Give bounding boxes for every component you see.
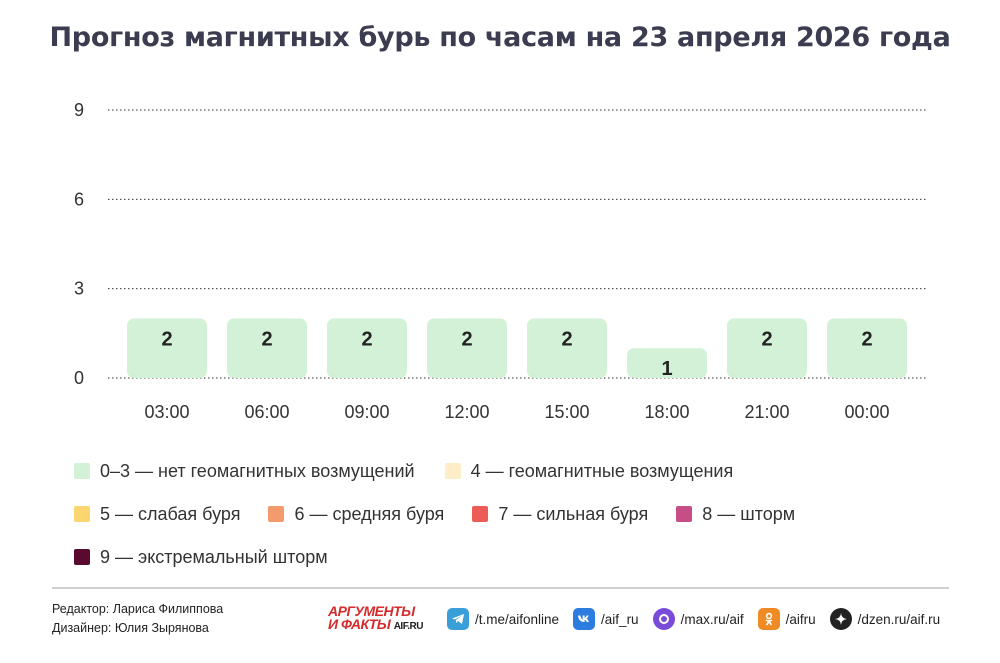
social-label: /aif_ru — [601, 611, 639, 627]
social-links: /t.me/aifonline /aif_ru /max.ru/aif /aif… — [447, 607, 940, 631]
max-icon — [652, 608, 675, 630]
data-label: 2 — [361, 328, 372, 350]
social-link-max[interactable]: /max.ru/aif — [652, 608, 744, 630]
data-label: 1 — [661, 358, 672, 380]
legend-item: 8 — шторм — [676, 504, 795, 525]
x-tick-label: 03:00 — [144, 402, 189, 422]
legend-item: 6 — средняя буря — [268, 504, 444, 525]
ok-icon — [757, 608, 780, 630]
legend-label: 4 — геомагнитные возмущения — [470, 460, 734, 481]
legend-row: 9 — экстремальный шторм — [74, 546, 974, 568]
x-tick-label: 00:00 — [844, 402, 889, 422]
bar — [227, 318, 307, 378]
legend-swatch — [676, 506, 693, 522]
x-tick-label: 12:00 — [444, 402, 489, 422]
social-link-ok[interactable]: /aifru — [757, 608, 816, 630]
bar — [327, 318, 407, 378]
legend-label: 8 — шторм — [702, 503, 796, 524]
y-tick-label: 9 — [74, 100, 84, 120]
social-label: /aifru — [785, 611, 816, 627]
dzen-icon — [829, 608, 852, 630]
logo-line-2: И ФАКТЫ AIF.RU — [328, 616, 424, 632]
page-title: Прогноз магнитных бурь по часам на 23 ап… — [49, 22, 951, 53]
legend-swatch — [74, 463, 90, 479]
data-label: 2 — [761, 328, 772, 350]
data-label: 2 — [261, 328, 272, 350]
social-link-dzen[interactable]: /dzen.ru/aif.ru — [829, 608, 941, 630]
social-link-vk[interactable]: /aif_ru — [573, 608, 639, 630]
bar — [527, 318, 607, 378]
data-label: 2 — [461, 328, 472, 350]
x-tick-label: 18:00 — [644, 402, 689, 422]
legend-item: 7 — сильная буря — [472, 504, 648, 525]
bar — [127, 318, 207, 378]
social-label: /t.me/aifonline — [475, 611, 560, 627]
credits: Редактор: Лариса Филиппова Дизайнер: Юли… — [52, 600, 223, 638]
editor-credit: Редактор: Лариса Филиппова — [52, 602, 224, 616]
x-tick-label: 21:00 — [744, 402, 789, 422]
y-tick-label: 0 — [74, 368, 84, 388]
legend-label: 5 — слабая буря — [100, 503, 241, 524]
legend: 0–3 — нет геомагнитных возмущений 4 — ге… — [74, 460, 974, 589]
legend-label: 6 — средняя буря — [294, 503, 445, 524]
legend-label: 9 — экстремальный шторм — [100, 546, 328, 567]
legend-swatch — [444, 463, 461, 479]
logo-line-1: АРГУМЕНТЫ — [328, 603, 415, 619]
legend-swatch — [268, 506, 285, 522]
footer-divider — [52, 587, 949, 589]
bar — [727, 318, 807, 378]
legend-item: 9 — экстремальный шторм — [74, 547, 328, 568]
y-tick-label: 3 — [74, 279, 84, 299]
legend-swatch — [472, 506, 489, 522]
aif-logo[interactable]: АРГУМЕНТЫ И ФАКТЫ AIF.RU — [328, 603, 432, 635]
bar — [427, 318, 507, 378]
legend-swatch — [74, 549, 90, 565]
logo-domain: AIF.RU — [393, 621, 424, 632]
x-tick-label: 06:00 — [244, 402, 289, 422]
y-tick-label: 6 — [74, 189, 84, 209]
social-label: /max.ru/aif — [680, 611, 744, 627]
x-tick-label: 09:00 — [344, 402, 389, 422]
vk-icon — [573, 608, 596, 630]
social-label: /dzen.ru/aif.ru — [857, 611, 941, 627]
x-tick-label: 15:00 — [544, 402, 589, 422]
bar — [827, 318, 907, 378]
legend-item: 5 — слабая буря — [74, 504, 240, 525]
data-label: 2 — [561, 328, 572, 350]
data-label: 2 — [161, 328, 172, 350]
data-label: 2 — [861, 328, 872, 350]
legend-item: 4 — геомагнитные возмущения — [444, 460, 734, 482]
legend-swatch — [74, 506, 90, 522]
bar-chart: 0 3 6 9 2 03:00 2 06:00 2 09:00 2 12:00 2 15:00 1 18:00… — [74, 100, 928, 422]
legend-item: 0–3 — нет геомагнитных возмущений — [74, 461, 415, 482]
bar — [627, 348, 707, 378]
telegram-icon — [447, 608, 469, 630]
social-link-telegram[interactable]: /t.me/aifonline — [447, 608, 559, 630]
legend-row: 5 — слабая буря 6 — средняя буря 7 — сил… — [74, 503, 974, 525]
legend-label: 7 — сильная буря — [498, 503, 649, 524]
designer-credit: Дизайнер: Юлия Зырянова — [52, 621, 209, 635]
legend-label: 0–3 — нет геомагнитных возмущений — [100, 460, 415, 481]
legend-row: 0–3 — нет геомагнитных возмущений 4 — ге… — [74, 460, 974, 482]
